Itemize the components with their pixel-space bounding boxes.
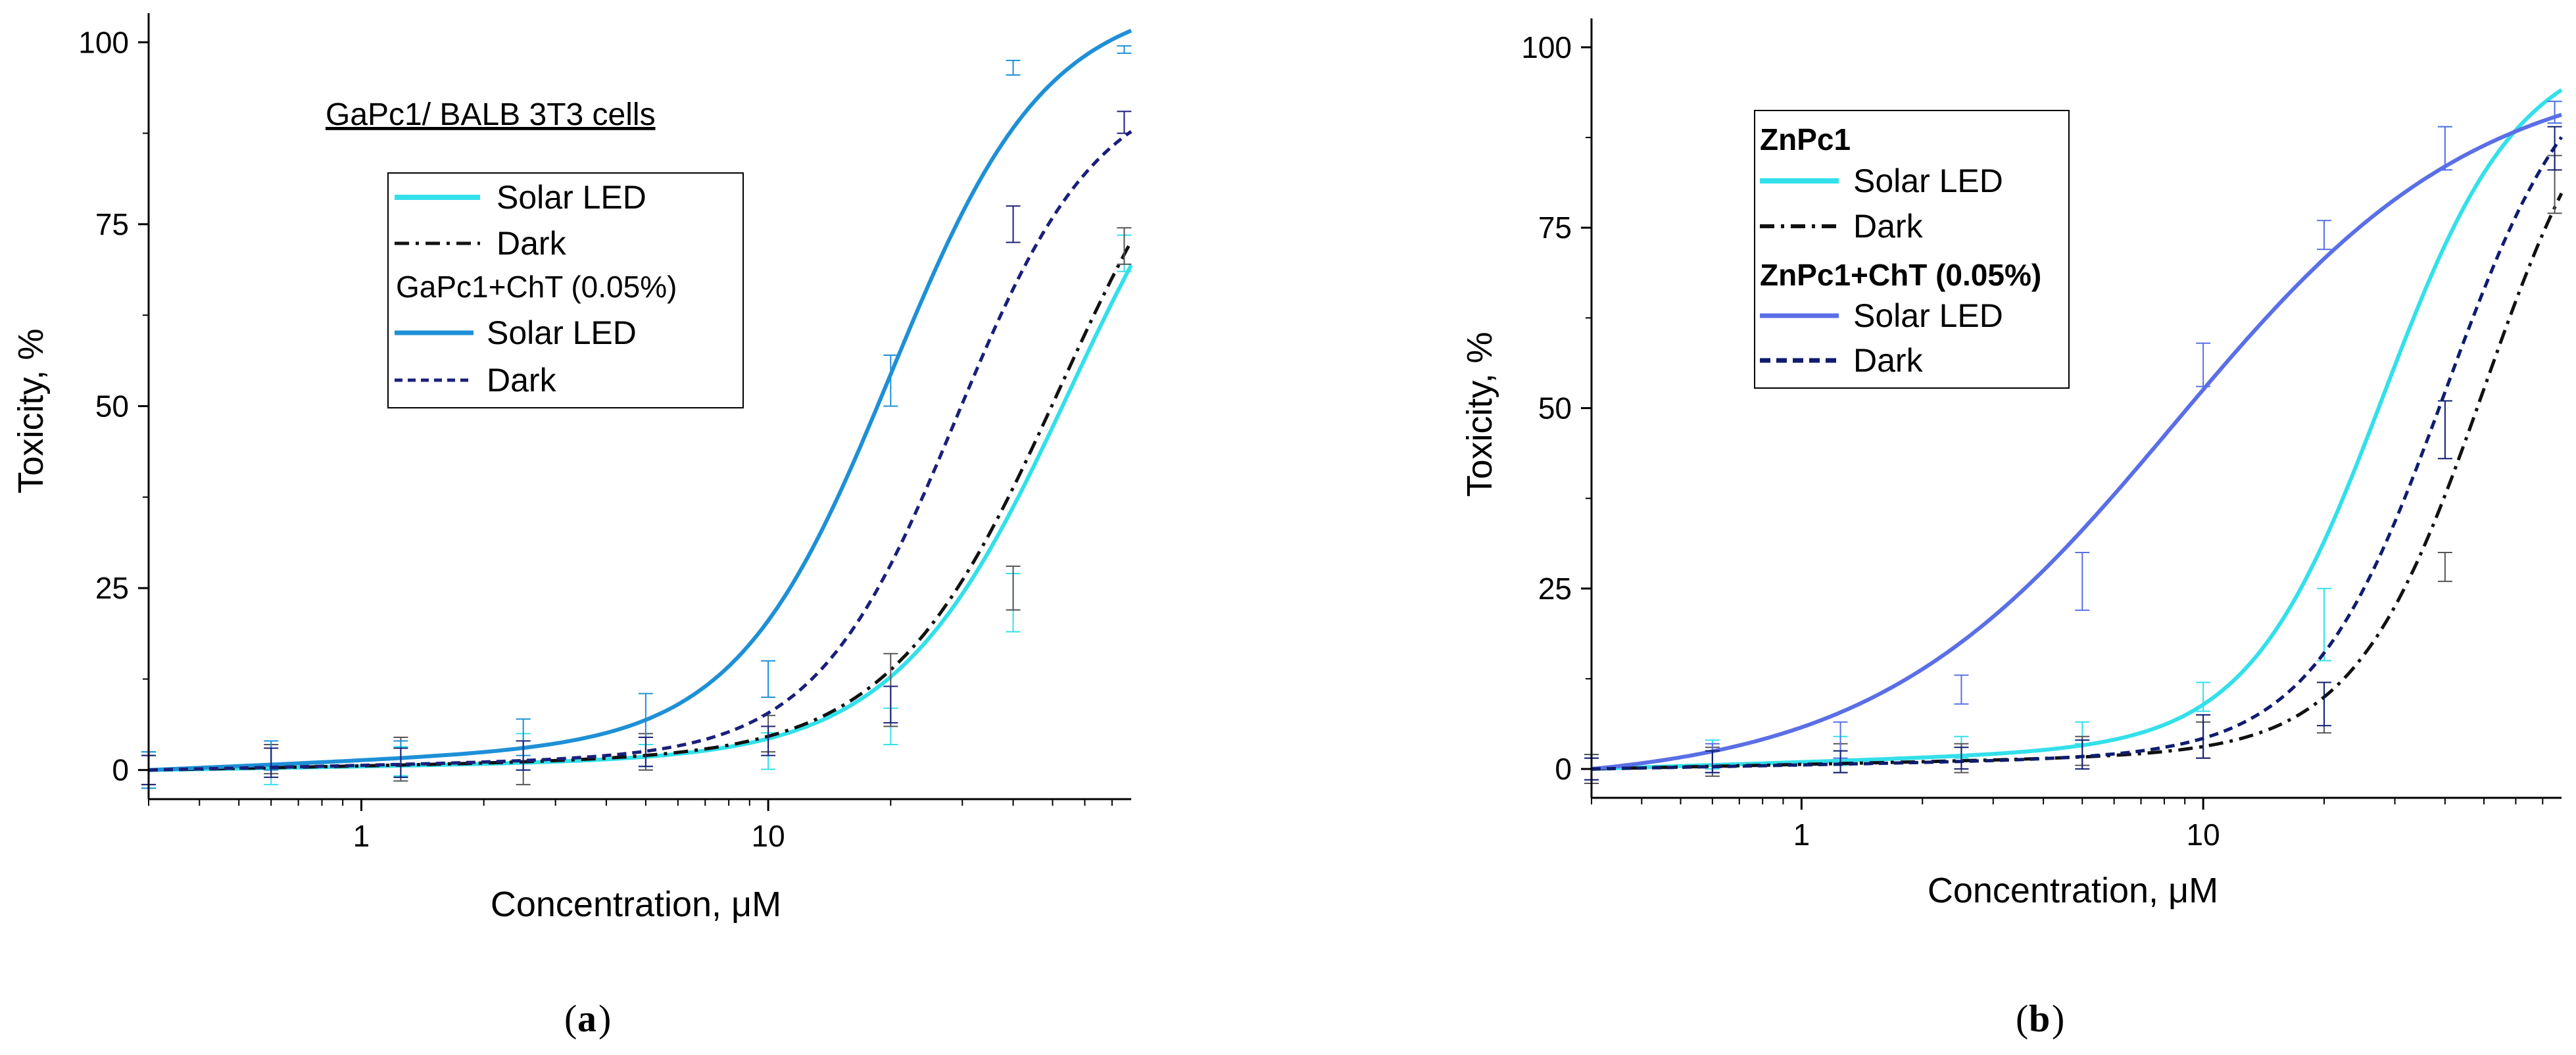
panel-a-series-4-errorbar-3 xyxy=(393,747,408,778)
panel-b-series-2-line xyxy=(1591,192,2564,771)
panel-b-series-1-errorbar-7 xyxy=(2316,587,2331,662)
panel-a-series-4-errorbar-8 xyxy=(1006,205,1021,243)
panel-b-caption-close-paren: ) xyxy=(2052,997,2064,1040)
panel-b-series-1-line xyxy=(1591,88,2563,772)
panel-a-marks: 0 25 50 75 100 1 10 xyxy=(78,13,1133,853)
panel-a-legend-box xyxy=(387,172,744,408)
panel-b-legend-header-1: ZnPc1 xyxy=(1760,122,1851,157)
panel-a-legend-label-3: Solar LED xyxy=(487,314,637,351)
panel-a-y-tick-label-50: 50 xyxy=(95,389,129,424)
panel-b-series-1-errorbar-6 xyxy=(2196,681,2211,712)
panel-b-y-tick-label-100: 100 xyxy=(1521,30,1572,64)
panel-a-y-axis-title: Toxicity, % xyxy=(11,328,51,493)
panel-b-caption-label: b xyxy=(2029,997,2050,1040)
panel-b-caption: ( b ) xyxy=(2016,997,2064,1040)
panel-b-legend-label-1: Solar LED xyxy=(1853,162,2003,199)
panel-a-y-tick-label-100: 100 xyxy=(78,25,129,59)
panel-b-series-3-errorbar-9 xyxy=(2547,101,2562,124)
panel-b-series-4-errorbar-6 xyxy=(2196,714,2211,759)
panel-a-series-3-errorbar-5 xyxy=(638,693,653,738)
panel-b-series-3-errorbar-8 xyxy=(2437,126,2452,171)
panel-a-caption-label: a xyxy=(577,997,596,1040)
panel-a-series-2-line xyxy=(148,241,1133,772)
panel-b-legend-box xyxy=(1754,110,2070,389)
panel-a: 0 25 50 75 100 1 10 GaPc1/ BALB 3T3 cells Sola… xyxy=(11,13,1133,1040)
panel-b: 0 25 50 75 100 1 10 ZnPc1 Solar LED Dark ZnPc1… xyxy=(1460,18,2564,1040)
panel-a-series-4-errorbar-9 xyxy=(1117,110,1132,134)
panel-a-y-tick-label-75: 75 xyxy=(95,207,129,241)
panel-a-y-tick-label-25: 25 xyxy=(95,571,129,605)
panel-a-series-4-errorbar-7 xyxy=(883,685,898,724)
panel-b-legend-label-2: Dark xyxy=(1853,208,1924,245)
panel-a-legend: Solar LED Dark GaPc1+ChT (0.05%) Solar L… xyxy=(387,172,744,408)
panel-a-series-4-errorbar-6 xyxy=(761,725,776,756)
panel-b-legend-label-4: Dark xyxy=(1853,342,1924,379)
panel-a-series-3-errorbar-6 xyxy=(761,660,776,699)
panel-b-caption-open-paren: ( xyxy=(2016,997,2028,1040)
panel-a-legend-header-1: GaPc1+ChT (0.05%) xyxy=(396,270,677,304)
panel-a-y-tick-label-0: 0 xyxy=(112,753,129,787)
panel-a-series-2-errorbar-9 xyxy=(1117,227,1132,265)
panel-b-y-tick-label-75: 75 xyxy=(1538,210,1572,245)
panel-a-series-3-errorbar-9 xyxy=(1117,45,1132,54)
panel-a-legend-label-2: Dark xyxy=(497,225,567,262)
panel-b-series-4-errorbar-4 xyxy=(1954,747,1969,770)
panel-a-series-3-errorbar-8 xyxy=(1006,59,1021,76)
panel-a-series-3-errorbar-7 xyxy=(883,355,898,407)
panel-a-legend-label-4: Dark xyxy=(487,362,557,399)
panel-a-x-axis-title: Concentration, μM xyxy=(491,885,781,924)
panel-b-series-4-line xyxy=(1591,135,2564,771)
panel-b-y-axis-title: Toxicity, % xyxy=(1460,331,1499,497)
panel-a-caption: ( a ) xyxy=(564,997,611,1040)
panel-a-series-2-errorbar-8 xyxy=(1006,565,1021,611)
panel-b-x-axis-title: Concentration, μM xyxy=(1928,871,2218,910)
panel-b-series-4-errorbar-5 xyxy=(2075,739,2090,770)
panel-b-series-4-errorbar-8 xyxy=(2437,400,2452,460)
panel-b-series-4-errorbar-2 xyxy=(1705,750,1720,773)
panel-a-series-3-line xyxy=(148,28,1132,772)
panel-b-series-3-errorbar-7 xyxy=(2316,220,2331,251)
panel-b-series-3-errorbar-6 xyxy=(2196,342,2211,387)
panel-b-y-tick-label-0: 0 xyxy=(1555,752,1572,786)
panel-b-legend-label-3: Solar LED xyxy=(1853,297,2003,334)
panel-b-series-3-errorbar-5 xyxy=(2075,551,2090,611)
panel-b-x-tick-label-1: 1 xyxy=(1793,818,1810,852)
panel-b-series-4-errorbar-3 xyxy=(1833,750,1848,773)
panel-a-x-tick-label-10: 10 xyxy=(752,819,785,853)
panel-b-series-4-errorbar-9 xyxy=(2547,126,2562,171)
panel-a-series-4-errorbar-2 xyxy=(264,747,279,778)
panel-a-legend-label-1: Solar LED xyxy=(497,179,646,216)
panel-a-caption-close-paren: ) xyxy=(598,997,611,1040)
panel-b-y-tick-label-25: 25 xyxy=(1538,572,1572,606)
panel-a-series-4-errorbar-5 xyxy=(638,736,653,768)
panel-a-x-tick-label-1: 1 xyxy=(353,819,370,853)
panel-b-legend: ZnPc1 Solar LED Dark ZnPc1+ChT (0.05%) S… xyxy=(1754,110,2070,389)
panel-a-annotation: GaPc1/ BALB 3T3 cells xyxy=(326,97,656,132)
panel-a-series-4-line xyxy=(148,130,1132,772)
panel-b-series-2-errorbar-8 xyxy=(2437,551,2452,582)
panel-b-legend-header-2: ZnPc1+ChT (0.05%) xyxy=(1760,258,2041,292)
panel-b-marks: 0 25 50 75 100 1 10 xyxy=(1521,18,2564,852)
panel-a-series-4-errorbar-4 xyxy=(516,740,531,771)
panel-b-series-3-errorbar-4 xyxy=(1954,674,1969,705)
panel-a-caption-open-paren: ( xyxy=(564,997,577,1040)
panel-b-x-tick-label-10: 10 xyxy=(2187,818,2220,852)
panel-b-series-4-errorbar-7 xyxy=(2316,681,2331,727)
panel-b-series-3-line xyxy=(1591,112,2562,772)
panel-b-y-tick-label-50: 50 xyxy=(1538,391,1572,426)
